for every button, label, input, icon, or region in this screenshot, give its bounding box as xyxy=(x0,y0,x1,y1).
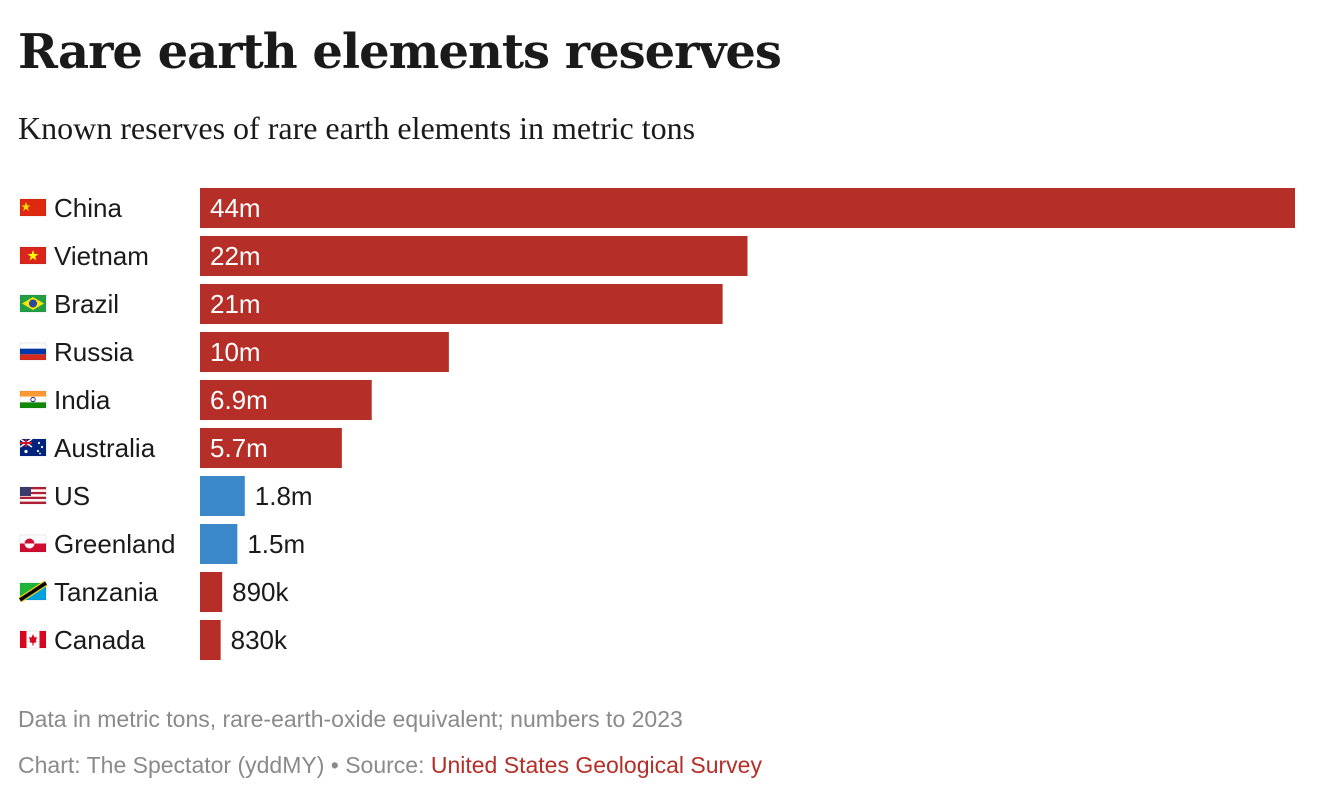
flag-part xyxy=(20,199,46,216)
flag-part xyxy=(20,402,46,408)
value-label-russia: 10m xyxy=(210,337,261,367)
value-label-china: 44m xyxy=(210,193,261,223)
flag-maple-leaf xyxy=(29,634,37,646)
value-label-greenland: 1.5m xyxy=(247,529,305,559)
flag-australia-icon xyxy=(19,438,47,457)
flag-stripe xyxy=(20,501,46,504)
bar-greenland xyxy=(200,524,238,564)
flag-us-icon xyxy=(19,486,47,505)
flag-part xyxy=(20,535,46,544)
category-label-russia: Russia xyxy=(54,337,134,367)
category-label-china: China xyxy=(54,193,122,223)
flag-border xyxy=(19,198,47,217)
flag-stripe xyxy=(20,489,46,492)
chart-credit: Chart: The Spectator (yddMY) • Source: U… xyxy=(18,750,762,780)
flag-band-black xyxy=(19,581,47,602)
flag-part xyxy=(20,391,46,397)
value-label-tanzania: 890k xyxy=(232,577,289,607)
flag-wheel xyxy=(30,396,36,403)
flag-part xyxy=(39,631,46,648)
flag-star xyxy=(40,445,44,449)
flag-russia-icon xyxy=(19,342,47,361)
value-label-canada: 830k xyxy=(231,625,288,655)
flag-star xyxy=(27,250,39,261)
flag-star xyxy=(37,441,41,445)
flag-border xyxy=(19,246,47,265)
bar-chart: China 44m Vietnam 22m Brazil 21m Russia 10m Indi… xyxy=(18,188,1295,660)
flag-part xyxy=(20,396,46,403)
data-note: Data in metric tons, rare-earth-oxide eq… xyxy=(18,706,683,732)
bar-india xyxy=(200,380,372,420)
flag-border xyxy=(19,390,47,409)
value-label-australia: 5.7m xyxy=(210,433,268,463)
flag-greenland-icon xyxy=(19,534,47,553)
flag-part xyxy=(20,348,46,355)
flag-star xyxy=(24,449,28,454)
flag-border xyxy=(19,630,47,649)
source-link[interactable]: United States Geological Survey xyxy=(430,752,762,778)
flag-part xyxy=(20,354,46,360)
category-label-brazil: Brazil xyxy=(54,289,119,319)
bar-brazil xyxy=(200,284,723,324)
flag-stripe xyxy=(20,491,46,495)
category-label-us: US xyxy=(54,481,90,511)
flag-border xyxy=(19,294,47,313)
category-label-canada: Canada xyxy=(54,625,146,655)
flag-border xyxy=(19,342,47,361)
flag-border xyxy=(19,486,47,505)
flag-part xyxy=(20,343,46,349)
flag-tanzania-icon xyxy=(18,580,48,603)
credit-text: Chart: The Spectator (yddMY) • Source: xyxy=(18,752,431,778)
flag-stripe xyxy=(20,487,46,490)
chart-title: Rare earth elements reserves xyxy=(18,24,782,80)
flag-stripe xyxy=(20,494,46,497)
flag-border xyxy=(19,534,47,553)
category-label-vietnam: Vietnam xyxy=(54,241,149,271)
category-label-greenland: Greenland xyxy=(54,529,175,559)
flag-border xyxy=(19,582,47,601)
bar-australia xyxy=(200,428,342,468)
flag-part xyxy=(20,631,27,648)
flag-canton xyxy=(20,487,31,496)
flag-brazil-icon xyxy=(19,294,47,313)
flag-star xyxy=(39,452,41,455)
value-label-brazil: 21m xyxy=(210,289,261,319)
flag-star xyxy=(36,449,40,453)
value-label-us: 1.8m xyxy=(255,481,313,511)
category-label-tanzania: Tanzania xyxy=(54,577,159,607)
flag-stripe xyxy=(20,496,46,500)
flag-stripe xyxy=(20,499,46,502)
category-label-india: India xyxy=(54,385,111,415)
category-label-australia: Australia xyxy=(54,433,156,463)
flag-part xyxy=(20,543,46,552)
flag-star xyxy=(21,202,31,211)
flag-canada-icon xyxy=(19,630,47,649)
bar-canada xyxy=(200,620,221,660)
flag-circle-bottom xyxy=(24,543,35,549)
bar-vietnam xyxy=(200,236,748,276)
bar-tanzania xyxy=(200,572,223,612)
bar-russia xyxy=(200,332,449,372)
value-label-india: 6.9m xyxy=(210,385,268,415)
flag-cross xyxy=(20,442,32,444)
flag-globe xyxy=(29,299,37,308)
flag-border xyxy=(19,438,47,457)
bar-china xyxy=(200,188,1295,228)
chart-subtitle: Known reserves of rare earth elements in… xyxy=(18,110,696,146)
flag-china-icon xyxy=(19,198,47,217)
flag-circle-top xyxy=(24,538,35,544)
flag-vietnam-icon xyxy=(19,246,47,265)
value-label-vietnam: 22m xyxy=(210,241,261,271)
flag-india-icon xyxy=(19,390,47,409)
bar-us xyxy=(200,476,245,516)
